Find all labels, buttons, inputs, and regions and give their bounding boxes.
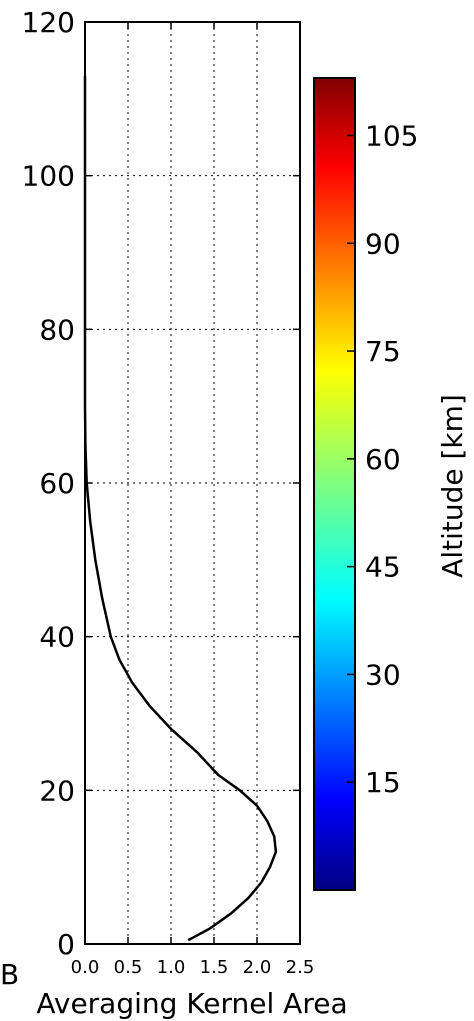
x-tick-label: 0.0 (71, 957, 100, 978)
x-axis-label: Averaging Kernel Area (36, 987, 347, 1020)
colorbar-tick-label: 30 (365, 658, 401, 691)
colorbar-tick-label: 90 (365, 227, 401, 260)
x-tick-label: 1.0 (157, 957, 186, 978)
series-line (83, 75, 278, 942)
x-tick-label: 1.5 (200, 957, 229, 978)
colorbar-ticks: 15 30 45 60 75 90 105 (347, 119, 418, 799)
y-tick-label: 60 (39, 467, 75, 500)
y-tick-label: 0 (57, 928, 75, 961)
x-tick-label: 0.5 (114, 957, 143, 978)
y-tick-label: 100 (22, 160, 75, 193)
colorbar-tick-label: 60 (365, 443, 401, 476)
x-tick-label: 2.5 (286, 957, 315, 978)
y-tick-label: 20 (39, 774, 75, 807)
colorbar-label: Altitude [km] (436, 394, 469, 578)
colorbar-tick-label: 15 (365, 766, 401, 799)
y-tick-label: 120 (22, 6, 75, 39)
colorbar-tick-label: 75 (365, 335, 401, 368)
plot-frame (84, 21, 301, 945)
y-tick-label: 80 (39, 313, 75, 346)
colorbar-tick-label: 45 (365, 551, 401, 584)
x-axis-ticks: 0.0 0.5 1.0 1.5 2.0 2.5 (71, 22, 315, 978)
y-tick-label: 40 (39, 621, 75, 654)
colorbar-tick-label: 105 (365, 119, 418, 152)
x-tick-label: 2.0 (243, 957, 272, 978)
panel-letter: B (0, 958, 19, 991)
grid-lines (84, 21, 301, 945)
colorbar (313, 77, 356, 891)
y-axis-ticks: 0 20 40 60 80 100 120 (22, 6, 300, 961)
